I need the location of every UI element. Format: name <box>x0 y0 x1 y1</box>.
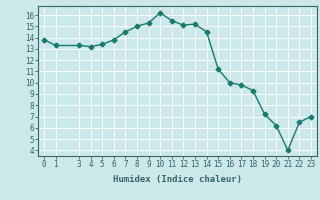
X-axis label: Humidex (Indice chaleur): Humidex (Indice chaleur) <box>113 175 242 184</box>
